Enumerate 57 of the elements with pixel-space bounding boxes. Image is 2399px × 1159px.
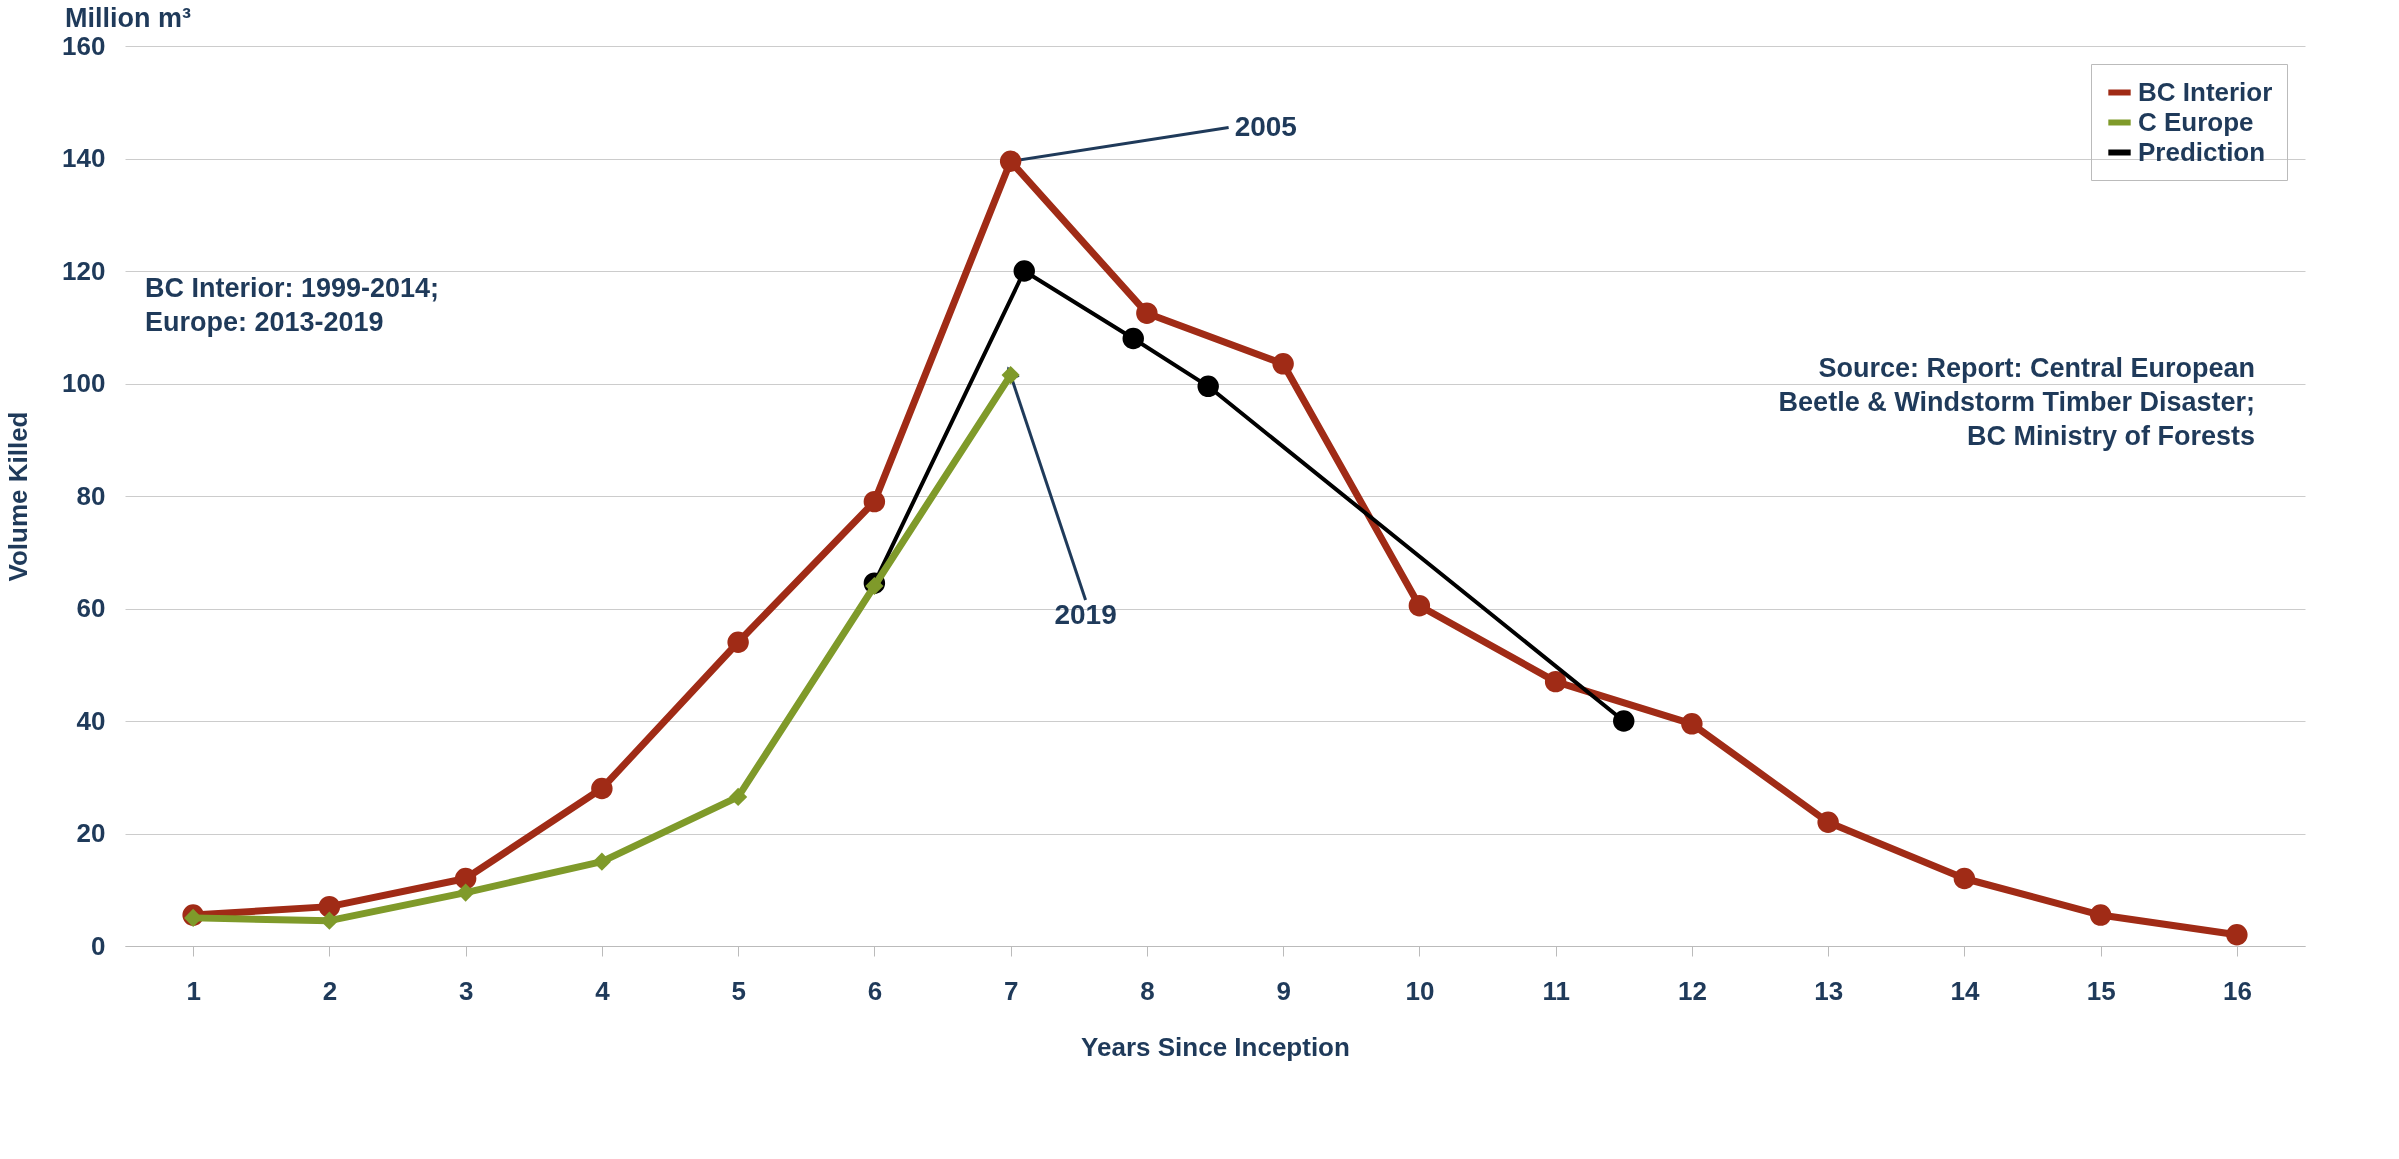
x-tick-label: 11 (1542, 975, 1570, 1006)
y-tick-label: 20 (76, 818, 106, 848)
x-tick-label: 8 (1140, 975, 1155, 1006)
y-tick-label: 120 (62, 255, 106, 286)
x-tick-label: 13 (1814, 975, 1844, 1006)
x-tick-label: 1 (186, 975, 201, 1006)
legend-label: Prediction (2138, 136, 2266, 167)
x-tick-label: 5 (731, 975, 746, 1006)
x-tick-label: 3 (458, 975, 474, 1006)
y-tick-label: 100 (62, 368, 106, 398)
point (591, 777, 613, 800)
x-tick-label: 4 (595, 975, 611, 1006)
x-tick-label: 16 (2222, 975, 2252, 1006)
x-tick-label: 15 (2086, 975, 2116, 1006)
point (727, 631, 749, 653)
y-tick-label: 0 (91, 930, 106, 961)
point (1681, 713, 1703, 735)
point (454, 867, 477, 890)
point (729, 787, 748, 807)
point (1197, 375, 1219, 398)
annotation: Source: Report: Central European Beetle & Windstorm Timber Disaster; BC Ministry of Forests (1778, 353, 2255, 451)
point (1613, 710, 1635, 732)
legend-label: BC Interior (2138, 76, 2273, 107)
point (1408, 594, 1431, 617)
x-tick-label: 7 (1003, 975, 1019, 1006)
y-tick-label: 160 (62, 30, 106, 61)
point (2089, 904, 2112, 926)
x-tick-label: 12 (1677, 975, 1707, 1006)
point (1544, 670, 1567, 693)
y-tick-label: 140 (62, 143, 106, 173)
point (2226, 924, 2248, 946)
point (863, 490, 886, 513)
y-tick-label: 60 (76, 593, 106, 623)
y-tick-label: 80 (76, 480, 106, 511)
point (1953, 867, 1976, 890)
y-axis-title: Volume Killed (3, 411, 34, 582)
point (456, 883, 475, 902)
point (999, 150, 1022, 173)
point (1817, 811, 1839, 833)
annotation: 2019 (1054, 599, 1117, 631)
x-tick-label: 6 (867, 975, 883, 1006)
x-axis-title: Years Since Inception (1081, 1031, 1350, 1062)
annotation: 2005 (1234, 110, 1297, 142)
legend-label: C Europe (2138, 106, 2254, 137)
point (1272, 353, 1294, 375)
y-tick-label: 40 (76, 705, 106, 736)
text: Million m³ (65, 3, 191, 33)
point (592, 852, 611, 871)
x-tick-label: 10 (1405, 975, 1435, 1006)
point (318, 895, 341, 918)
x-tick-label: 14 (1950, 975, 1980, 1006)
annotation: BC Interior: 1999-2014; Europe: 2013-2019 (145, 273, 440, 337)
point (1136, 302, 1158, 324)
point (1122, 327, 1144, 350)
x-tick-label: 9 (1276, 975, 1291, 1006)
point (1013, 260, 1035, 282)
x-tick-label: 2 (322, 975, 338, 1006)
